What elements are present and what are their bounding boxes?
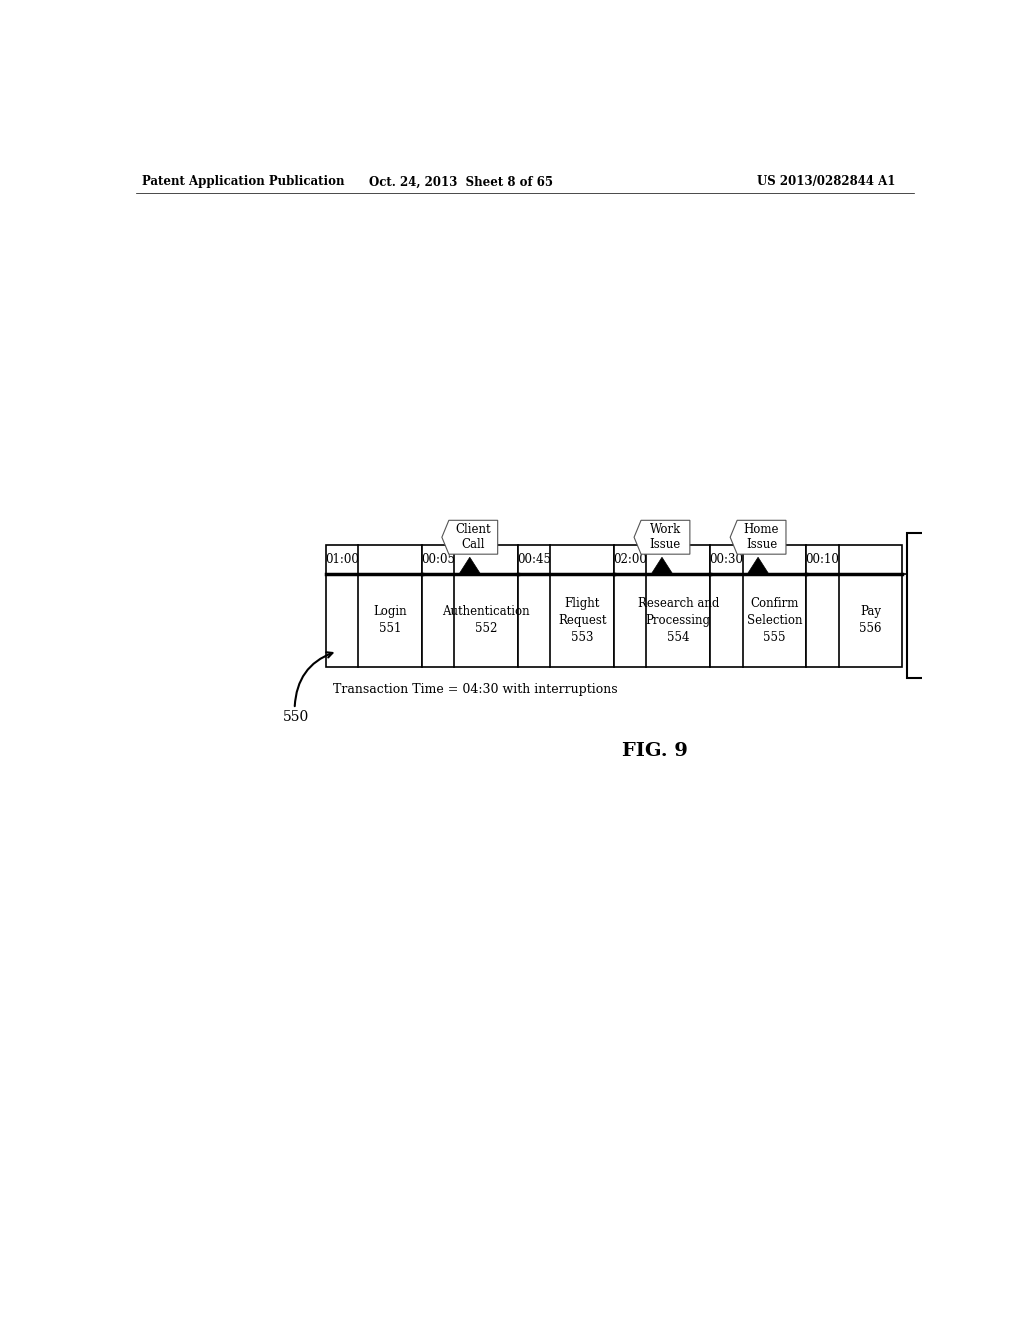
Polygon shape	[748, 557, 769, 574]
Text: 02:00: 02:00	[613, 553, 647, 566]
Polygon shape	[459, 557, 480, 574]
Text: Authentication
552: Authentication 552	[442, 606, 529, 635]
Polygon shape	[730, 520, 786, 554]
Text: Login
551: Login 551	[373, 606, 407, 635]
Bar	[806, 545, 902, 667]
Polygon shape	[634, 520, 690, 554]
Bar	[326, 545, 422, 667]
Polygon shape	[442, 520, 498, 554]
Bar	[907, 533, 924, 678]
Text: Transaction Time = 04:30 with interruptions: Transaction Time = 04:30 with interrupti…	[334, 684, 618, 696]
Text: FIG. 9: FIG. 9	[622, 742, 688, 760]
Text: Patent Application Publication: Patent Application Publication	[142, 176, 344, 189]
Text: Research and
Processing
554: Research and Processing 554	[638, 597, 719, 644]
Text: Flight
Request
553: Flight Request 553	[558, 597, 606, 644]
Text: 00:05: 00:05	[421, 553, 455, 566]
Text: Work
Issue: Work Issue	[650, 523, 681, 552]
Bar	[614, 545, 710, 667]
Bar	[710, 545, 806, 667]
Text: 550: 550	[283, 710, 309, 723]
Bar	[422, 545, 518, 667]
Text: US 2013/0282844 A1: US 2013/0282844 A1	[757, 176, 895, 189]
Text: Confirm
Selection
555: Confirm Selection 555	[746, 597, 802, 644]
Text: 00:45: 00:45	[517, 553, 551, 566]
Polygon shape	[651, 557, 673, 574]
Bar	[518, 545, 614, 667]
Text: 01:00: 01:00	[325, 553, 358, 566]
Text: 00:10: 00:10	[806, 553, 840, 566]
Text: Client
Call: Client Call	[456, 523, 492, 552]
Text: Home
Issue: Home Issue	[743, 523, 779, 552]
Text: Pay
556: Pay 556	[859, 606, 882, 635]
Text: Oct. 24, 2013  Sheet 8 of 65: Oct. 24, 2013 Sheet 8 of 65	[370, 176, 553, 189]
Text: 00:30: 00:30	[710, 553, 743, 566]
